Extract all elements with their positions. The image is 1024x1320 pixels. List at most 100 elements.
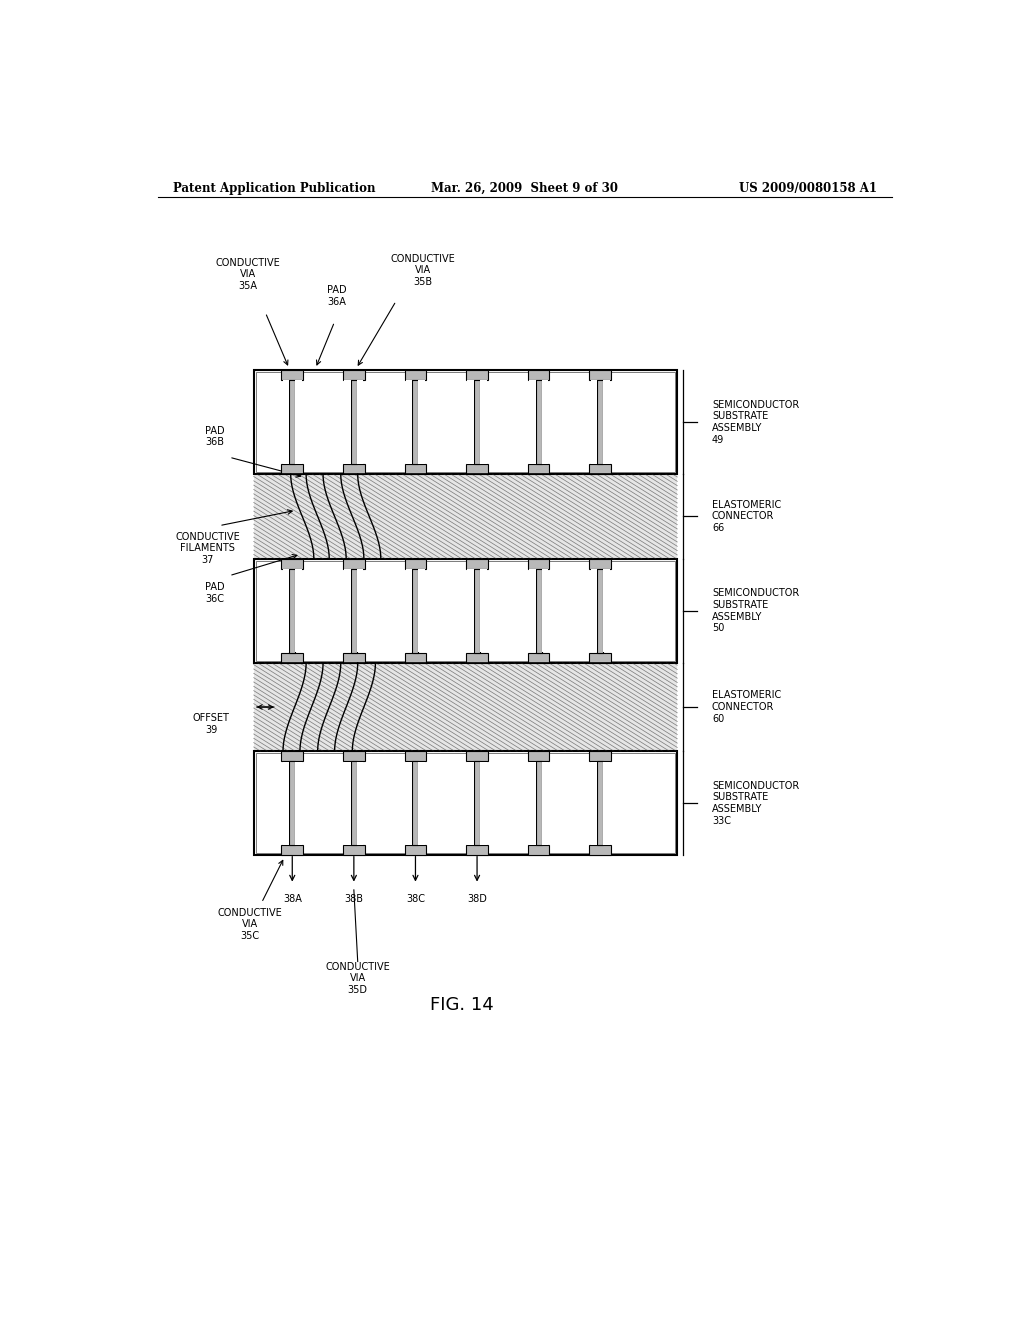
Bar [528, 370, 550, 380]
Text: ELASTOMERIC
CONNECTOR
60: ELASTOMERIC CONNECTOR 60 [712, 690, 781, 723]
Bar [529, 569, 536, 652]
Bar [413, 762, 419, 845]
Bar [467, 762, 474, 845]
Bar [590, 558, 611, 569]
Bar [536, 380, 542, 465]
Bar [351, 569, 357, 653]
Bar [256, 754, 676, 853]
Bar [343, 558, 365, 569]
Bar [591, 380, 597, 463]
Bar [256, 561, 676, 661]
Bar [404, 653, 426, 663]
Bar [542, 762, 548, 845]
Text: Mar. 26, 2009  Sheet 9 of 30: Mar. 26, 2009 Sheet 9 of 30 [431, 182, 618, 194]
Bar [357, 762, 364, 845]
Text: ELASTOMERIC
CONNECTOR
66: ELASTOMERIC CONNECTOR 66 [712, 500, 781, 533]
Bar [283, 762, 289, 845]
Bar [590, 465, 611, 474]
Text: FIG. 14: FIG. 14 [430, 997, 494, 1014]
Bar [466, 465, 487, 474]
Bar [413, 569, 419, 653]
Bar [528, 653, 550, 663]
Bar [343, 370, 365, 380]
Bar [351, 762, 357, 845]
Bar [404, 465, 426, 474]
Bar [282, 845, 303, 855]
Bar [466, 751, 487, 762]
Bar [597, 762, 603, 845]
Text: US 2009/0080158 A1: US 2009/0080158 A1 [739, 182, 878, 194]
Bar [295, 762, 302, 845]
Bar [254, 370, 677, 474]
Bar [344, 380, 351, 463]
Text: CONDUCTIVE
VIA
35A: CONDUCTIVE VIA 35A [215, 257, 280, 290]
Bar [404, 370, 426, 380]
Bar [295, 569, 302, 652]
Text: PAD
36C: PAD 36C [206, 582, 225, 603]
Text: SEMICONDUCTOR
SUBSTRATE
ASSEMBLY
33C: SEMICONDUCTOR SUBSTRATE ASSEMBLY 33C [712, 781, 799, 826]
Text: SEMICONDUCTOR
SUBSTRATE
ASSEMBLY
49: SEMICONDUCTOR SUBSTRATE ASSEMBLY 49 [712, 400, 799, 445]
Bar [343, 845, 365, 855]
Bar [597, 380, 603, 465]
Bar [528, 465, 550, 474]
Bar [590, 370, 611, 380]
Text: CONDUCTIVE
VIA
35C: CONDUCTIVE VIA 35C [217, 908, 283, 941]
Bar [467, 380, 474, 463]
Bar [466, 558, 487, 569]
Text: Patent Application Publication: Patent Application Publication [173, 182, 376, 194]
Bar [406, 380, 413, 463]
Bar [466, 653, 487, 663]
Bar [283, 569, 289, 652]
Bar [529, 762, 536, 845]
Bar [536, 569, 542, 653]
Bar [603, 380, 610, 463]
Bar [404, 845, 426, 855]
Bar [528, 845, 550, 855]
Bar [419, 569, 425, 652]
Bar [590, 751, 611, 762]
Bar [542, 380, 548, 463]
Bar [474, 569, 480, 653]
Bar [603, 569, 610, 652]
Bar [419, 380, 425, 463]
Bar [466, 370, 487, 380]
Bar [404, 751, 426, 762]
Bar [419, 762, 425, 845]
Bar [466, 845, 487, 855]
Bar [406, 762, 413, 845]
Bar [536, 762, 542, 845]
Bar [282, 751, 303, 762]
Bar [289, 569, 295, 653]
Bar [480, 569, 486, 652]
Bar [256, 372, 676, 473]
Bar [404, 558, 426, 569]
Bar [344, 762, 351, 845]
Bar [282, 558, 303, 569]
Bar [282, 465, 303, 474]
Bar [357, 380, 364, 463]
Text: PAD
36A: PAD 36A [327, 285, 347, 308]
Bar [343, 653, 365, 663]
Bar [282, 370, 303, 380]
Bar [254, 558, 677, 663]
Text: SEMICONDUCTOR
SUBSTRATE
ASSEMBLY
50: SEMICONDUCTOR SUBSTRATE ASSEMBLY 50 [712, 589, 799, 634]
Bar [591, 762, 597, 845]
Text: 38B: 38B [344, 894, 364, 904]
Bar [474, 762, 480, 845]
Bar [467, 569, 474, 652]
Bar [480, 380, 486, 463]
Text: CONDUCTIVE
FILAMENTS
37: CONDUCTIVE FILAMENTS 37 [175, 532, 240, 565]
Bar [406, 569, 413, 652]
Bar [474, 380, 480, 465]
Bar [597, 569, 603, 653]
Text: CONDUCTIVE
VIA
35D: CONDUCTIVE VIA 35D [326, 961, 390, 995]
Bar [282, 653, 303, 663]
Bar [357, 569, 364, 652]
Bar [289, 380, 295, 465]
Bar [528, 558, 550, 569]
Bar [590, 653, 611, 663]
Bar [283, 380, 289, 463]
Text: 38D: 38D [467, 894, 487, 904]
Bar [351, 380, 357, 465]
Bar [480, 762, 486, 845]
